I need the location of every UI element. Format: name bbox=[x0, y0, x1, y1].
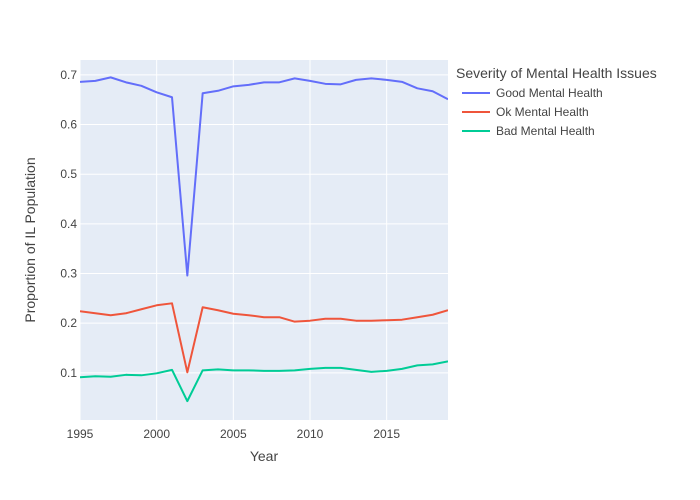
y-tick-label: 0.4 bbox=[60, 217, 77, 231]
y-tick-label: 0.5 bbox=[60, 167, 77, 181]
y-tick-label: 0.2 bbox=[60, 316, 77, 330]
legend-label: Ok Mental Health bbox=[496, 105, 589, 119]
legend-label: Good Mental Health bbox=[496, 86, 603, 100]
x-tick-label: 2010 bbox=[297, 427, 324, 441]
y-axis-ticks: 0.1 0.2 0.3 0.4 0.5 0.6 0.7 bbox=[60, 68, 77, 380]
legend-label: Bad Mental Health bbox=[496, 124, 595, 138]
x-tick-label: 1995 bbox=[67, 427, 94, 441]
gridlines bbox=[79, 60, 448, 420]
series-line-good-mental-health bbox=[80, 76, 448, 277]
x-tick-label: 2000 bbox=[143, 427, 170, 441]
series-lines bbox=[80, 76, 448, 403]
y-axis-title: Proportion of IL Population bbox=[22, 157, 38, 322]
y-tick-label: 0.7 bbox=[60, 68, 77, 82]
x-axis-title: Year bbox=[250, 448, 279, 464]
plot-area bbox=[80, 60, 448, 420]
legend-item[interactable]: Ok Mental Health bbox=[462, 105, 589, 119]
y-tick-label: 0.6 bbox=[60, 118, 77, 132]
x-tick-label: 2015 bbox=[373, 427, 400, 441]
legend: Severity of Mental Health Issues Good Men… bbox=[456, 65, 657, 138]
legend-item[interactable]: Good Mental Health bbox=[462, 86, 603, 100]
legend-item[interactable]: Bad Mental Health bbox=[462, 124, 595, 138]
y-tick-label: 0.1 bbox=[60, 366, 77, 380]
series-line-ok-mental-health bbox=[80, 302, 448, 374]
series-line-bad-mental-health bbox=[80, 360, 448, 403]
x-axis-ticks: 1995 2000 2005 2010 2015 bbox=[67, 427, 401, 441]
y-tick-label: 0.3 bbox=[60, 267, 77, 281]
legend-title: Severity of Mental Health Issues bbox=[456, 65, 657, 81]
x-tick-label: 2005 bbox=[220, 427, 247, 441]
